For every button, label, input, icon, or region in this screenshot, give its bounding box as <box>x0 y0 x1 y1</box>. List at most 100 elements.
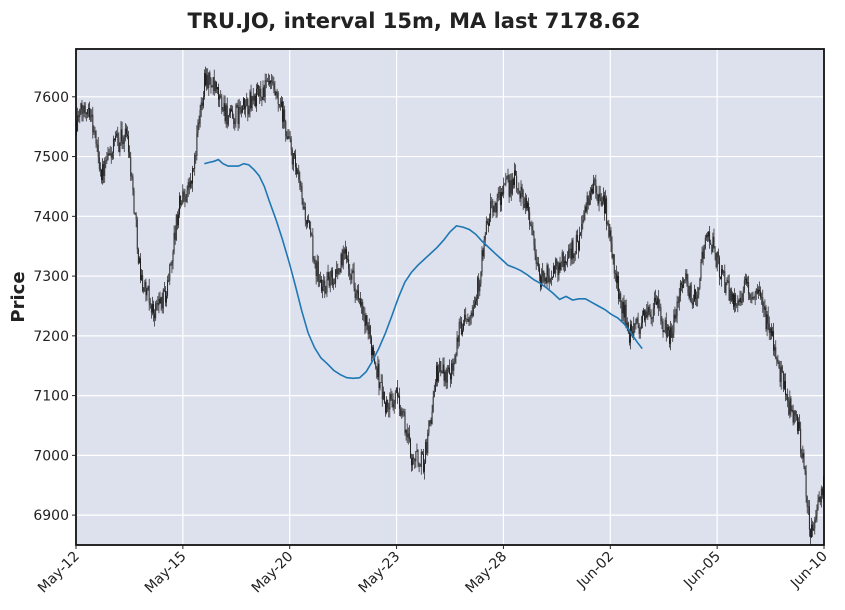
candle-body <box>523 203 525 208</box>
candle-body <box>548 275 550 283</box>
candle-body <box>129 152 131 157</box>
candle-body <box>521 186 523 190</box>
candle-body <box>457 337 459 342</box>
candle-body <box>468 319 470 322</box>
candle-body <box>314 259 316 264</box>
candle-body <box>193 168 195 170</box>
y-tick-label: 7500 <box>33 150 69 166</box>
candle-body <box>147 286 149 289</box>
candle-body <box>215 81 217 90</box>
candle-body <box>696 298 698 300</box>
candle-body <box>640 323 642 329</box>
candle-body <box>464 314 466 324</box>
candle-body <box>140 258 141 280</box>
candle-body <box>142 275 144 292</box>
candle-body <box>470 312 472 317</box>
candle-body <box>680 283 682 285</box>
candle-body <box>251 96 253 109</box>
candle-body <box>405 429 407 433</box>
candle-body <box>593 180 595 194</box>
candle-body <box>701 251 703 262</box>
candle-body <box>225 105 227 122</box>
candle-body <box>290 138 292 150</box>
candle-body <box>801 453 803 458</box>
candle-body <box>287 136 289 139</box>
candle-body <box>267 80 269 82</box>
candle-body <box>308 219 309 221</box>
candle-body <box>317 261 319 282</box>
candle-body <box>663 330 665 333</box>
candle-body <box>540 275 541 287</box>
candle-body <box>183 191 185 197</box>
candle-body <box>124 128 126 138</box>
candle-body <box>761 297 763 298</box>
candle-body <box>647 307 649 318</box>
candle-body <box>325 292 327 294</box>
candle-body <box>499 192 501 206</box>
candle-body <box>222 109 224 111</box>
candle-body <box>503 184 505 195</box>
candle-body <box>595 179 597 193</box>
candle-body <box>219 95 221 100</box>
candle-body <box>264 80 266 98</box>
candle-body <box>666 327 668 337</box>
candle-body <box>278 104 280 106</box>
candle-body <box>230 108 231 114</box>
candle-body <box>302 199 304 209</box>
candle-body <box>592 188 594 194</box>
candle-body <box>406 429 408 438</box>
candle-body <box>250 91 252 109</box>
candle-body <box>244 98 246 110</box>
candle-body <box>471 312 473 317</box>
candle-body <box>285 121 287 137</box>
candle-body <box>131 176 133 177</box>
candle-body <box>683 280 685 288</box>
candle-body <box>284 109 286 122</box>
candle-body <box>817 500 819 510</box>
candle-body <box>99 168 101 170</box>
candle-body <box>206 74 208 86</box>
candle-body <box>408 433 410 440</box>
candle-body <box>510 180 512 194</box>
candle-body <box>328 272 330 286</box>
candle-body <box>258 85 260 97</box>
candle-body <box>747 282 749 284</box>
candle-body <box>610 230 612 244</box>
candle-body <box>559 263 561 271</box>
candle-body <box>707 235 708 237</box>
candle-body <box>377 363 379 378</box>
candle-body <box>169 264 171 281</box>
candle-body <box>518 189 520 194</box>
candle-body <box>625 304 627 329</box>
candle-body <box>208 72 210 88</box>
candle-body <box>511 179 513 194</box>
candle-body <box>148 286 150 303</box>
candle-body <box>794 411 796 416</box>
candle-body <box>686 273 688 282</box>
candle-body <box>355 293 357 299</box>
candle-body <box>431 411 433 424</box>
y-tick-label: 7300 <box>33 269 69 285</box>
candle-body <box>748 282 750 295</box>
candle-body <box>275 92 277 96</box>
candle-series <box>76 66 824 546</box>
candle-body <box>274 89 276 96</box>
candle-body <box>480 272 482 284</box>
candle-body <box>580 232 582 236</box>
candle-body <box>138 258 140 264</box>
candle-body <box>122 141 124 144</box>
candle-body <box>627 322 629 333</box>
candle-body <box>805 471 807 497</box>
candle-body <box>798 421 799 431</box>
candle-body <box>785 381 786 395</box>
candle-body <box>338 268 340 270</box>
candle-body <box>450 374 451 380</box>
candle-body <box>614 273 616 275</box>
candle-body <box>151 303 153 313</box>
candle-body <box>809 529 811 538</box>
candle-body <box>814 519 816 529</box>
candle-body <box>756 289 758 294</box>
candle-body <box>535 254 537 264</box>
candle-body <box>743 280 745 291</box>
candle-body <box>109 153 111 155</box>
